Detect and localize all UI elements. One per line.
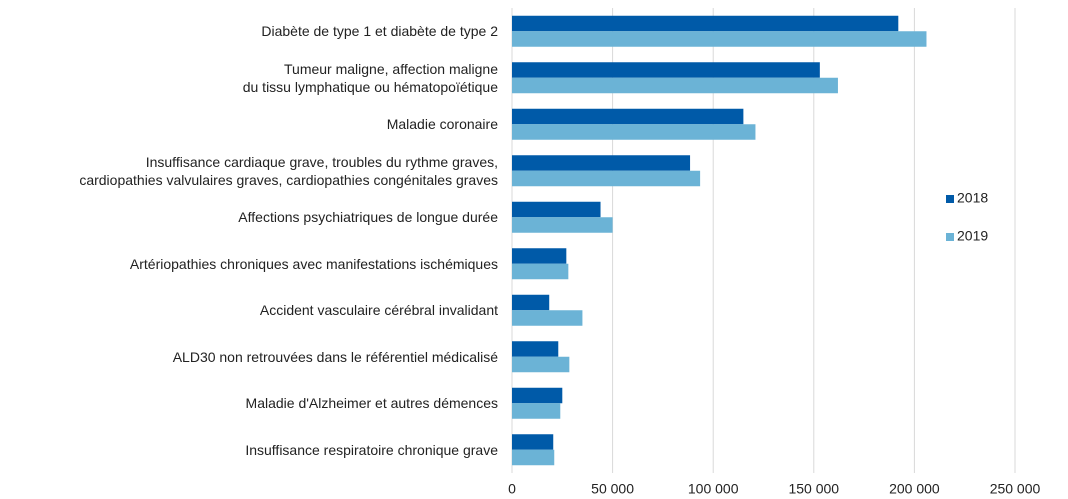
bar (512, 294, 550, 311)
category-label: Diabète de type 1 et diabète de type 2 (261, 23, 498, 40)
category-label: Tumeur maligne, affection maligne du tis… (242, 60, 498, 95)
bar (512, 449, 555, 466)
bar (512, 341, 559, 357)
x-tick-label: 250 000 (990, 481, 1041, 497)
bar (512, 201, 601, 218)
bar (512, 155, 691, 171)
bar (512, 31, 927, 47)
category-label: ALD30 non retrouvées dans le référentiel… (172, 348, 498, 365)
legend-label: 2018 (957, 190, 988, 206)
x-tick-label: 50 000 (591, 481, 634, 497)
category-label: Maladie coronaire (386, 116, 498, 133)
x-tick-label: 200 000 (889, 481, 940, 497)
bar (512, 434, 554, 450)
x-tick-label: 0 (508, 481, 516, 497)
bar (512, 124, 756, 140)
bar (512, 170, 701, 187)
bar (512, 217, 613, 233)
bar (512, 310, 583, 326)
legend-swatch (946, 233, 954, 241)
bar (512, 15, 899, 32)
x-tick-label: 150 000 (788, 481, 839, 497)
category-label: Insuffisance respiratoire chronique grav… (245, 441, 498, 458)
category-label: Accident vasculaire cérébral invalidant (259, 302, 498, 319)
bar (512, 387, 563, 404)
bar (512, 263, 569, 280)
category-label: Insuffisance cardiaque grave, troubles d… (79, 153, 498, 188)
legend-swatch (946, 195, 954, 203)
category-label: Maladie d'Alzheimer et autres démences (245, 395, 498, 412)
category-label: Artériopathies chroniques avec manifesta… (129, 255, 498, 272)
bar (512, 356, 570, 373)
bar (512, 403, 561, 419)
category-label: Affections psychiatriques de longue duré… (238, 209, 498, 226)
x-tick-label: 100 000 (688, 481, 739, 497)
bar (512, 108, 744, 125)
bar (512, 77, 838, 94)
legend-label: 2019 (957, 228, 988, 244)
bar (512, 248, 567, 264)
bar (512, 62, 820, 78)
